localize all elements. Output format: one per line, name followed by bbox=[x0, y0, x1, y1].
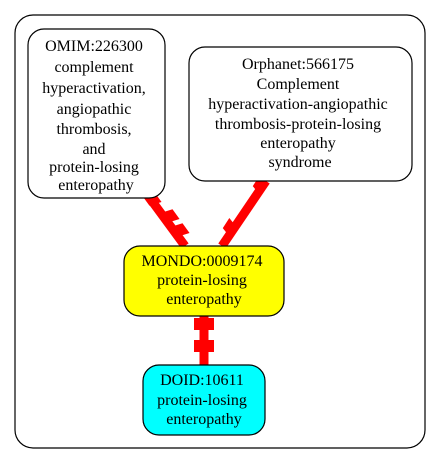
node-orphanet-line: Orphanet:566175 bbox=[242, 56, 354, 73]
node-mondo[interactable]: MONDO:0009174 protein-losing enteropathy bbox=[123, 245, 285, 317]
edge-mondo-to-doid bbox=[194, 316, 214, 365]
node-omim[interactable]: OMIM:226300 complement hyperactivation, … bbox=[27, 28, 166, 199]
node-orphanet-label: Orphanet:566175 Complement hyperactivati… bbox=[208, 56, 391, 171]
node-orphanet[interactable]: Orphanet:566175 Complement hyperactivati… bbox=[188, 46, 413, 182]
node-doid[interactable]: DOID:10611 protein-losing enteropathy bbox=[142, 364, 266, 436]
node-orphanet-box bbox=[188, 46, 413, 182]
node-doid-line: DOID:10611 bbox=[160, 372, 244, 389]
node-orphanet-line: syndrome bbox=[268, 154, 331, 171]
node-omim-line: enteropathy bbox=[58, 177, 134, 194]
node-omim-label: OMIM:226300 complement hyperactivation, … bbox=[42, 38, 150, 194]
node-omim-line: angiopathic bbox=[57, 101, 132, 118]
node-orphanet-line: thrombosis-protein-losing bbox=[215, 116, 381, 133]
node-omim-line: and bbox=[82, 141, 105, 158]
node-omim-line: protein-losing bbox=[49, 159, 139, 176]
node-omim-line: hyperactivation, bbox=[42, 80, 146, 97]
node-doid-box bbox=[142, 364, 266, 436]
node-mondo-line: MONDO:0009174 bbox=[142, 253, 263, 270]
node-mondo-label: MONDO:0009174 protein-losing enteropathy bbox=[142, 253, 267, 308]
node-mondo-line: enteropathy bbox=[166, 291, 242, 308]
node-mondo-line: protein-losing bbox=[157, 272, 247, 289]
node-omim-line: OMIM:226300 bbox=[45, 38, 143, 55]
node-doid-line: protein-losing bbox=[157, 392, 247, 409]
node-omim-box bbox=[27, 28, 166, 199]
node-omim-line: thrombosis, bbox=[56, 121, 131, 138]
node-doid-line: enteropathy bbox=[166, 411, 242, 428]
node-orphanet-line: Complement bbox=[257, 76, 340, 93]
node-orphanet-line: enteropathy bbox=[260, 135, 336, 152]
node-doid-label: DOID:10611 protein-losing enteropathy bbox=[157, 372, 251, 428]
node-mondo-box bbox=[123, 245, 285, 317]
node-orphanet-line: hyperactivation-angiopathic bbox=[208, 96, 387, 113]
node-omim-line: complement bbox=[54, 59, 134, 76]
